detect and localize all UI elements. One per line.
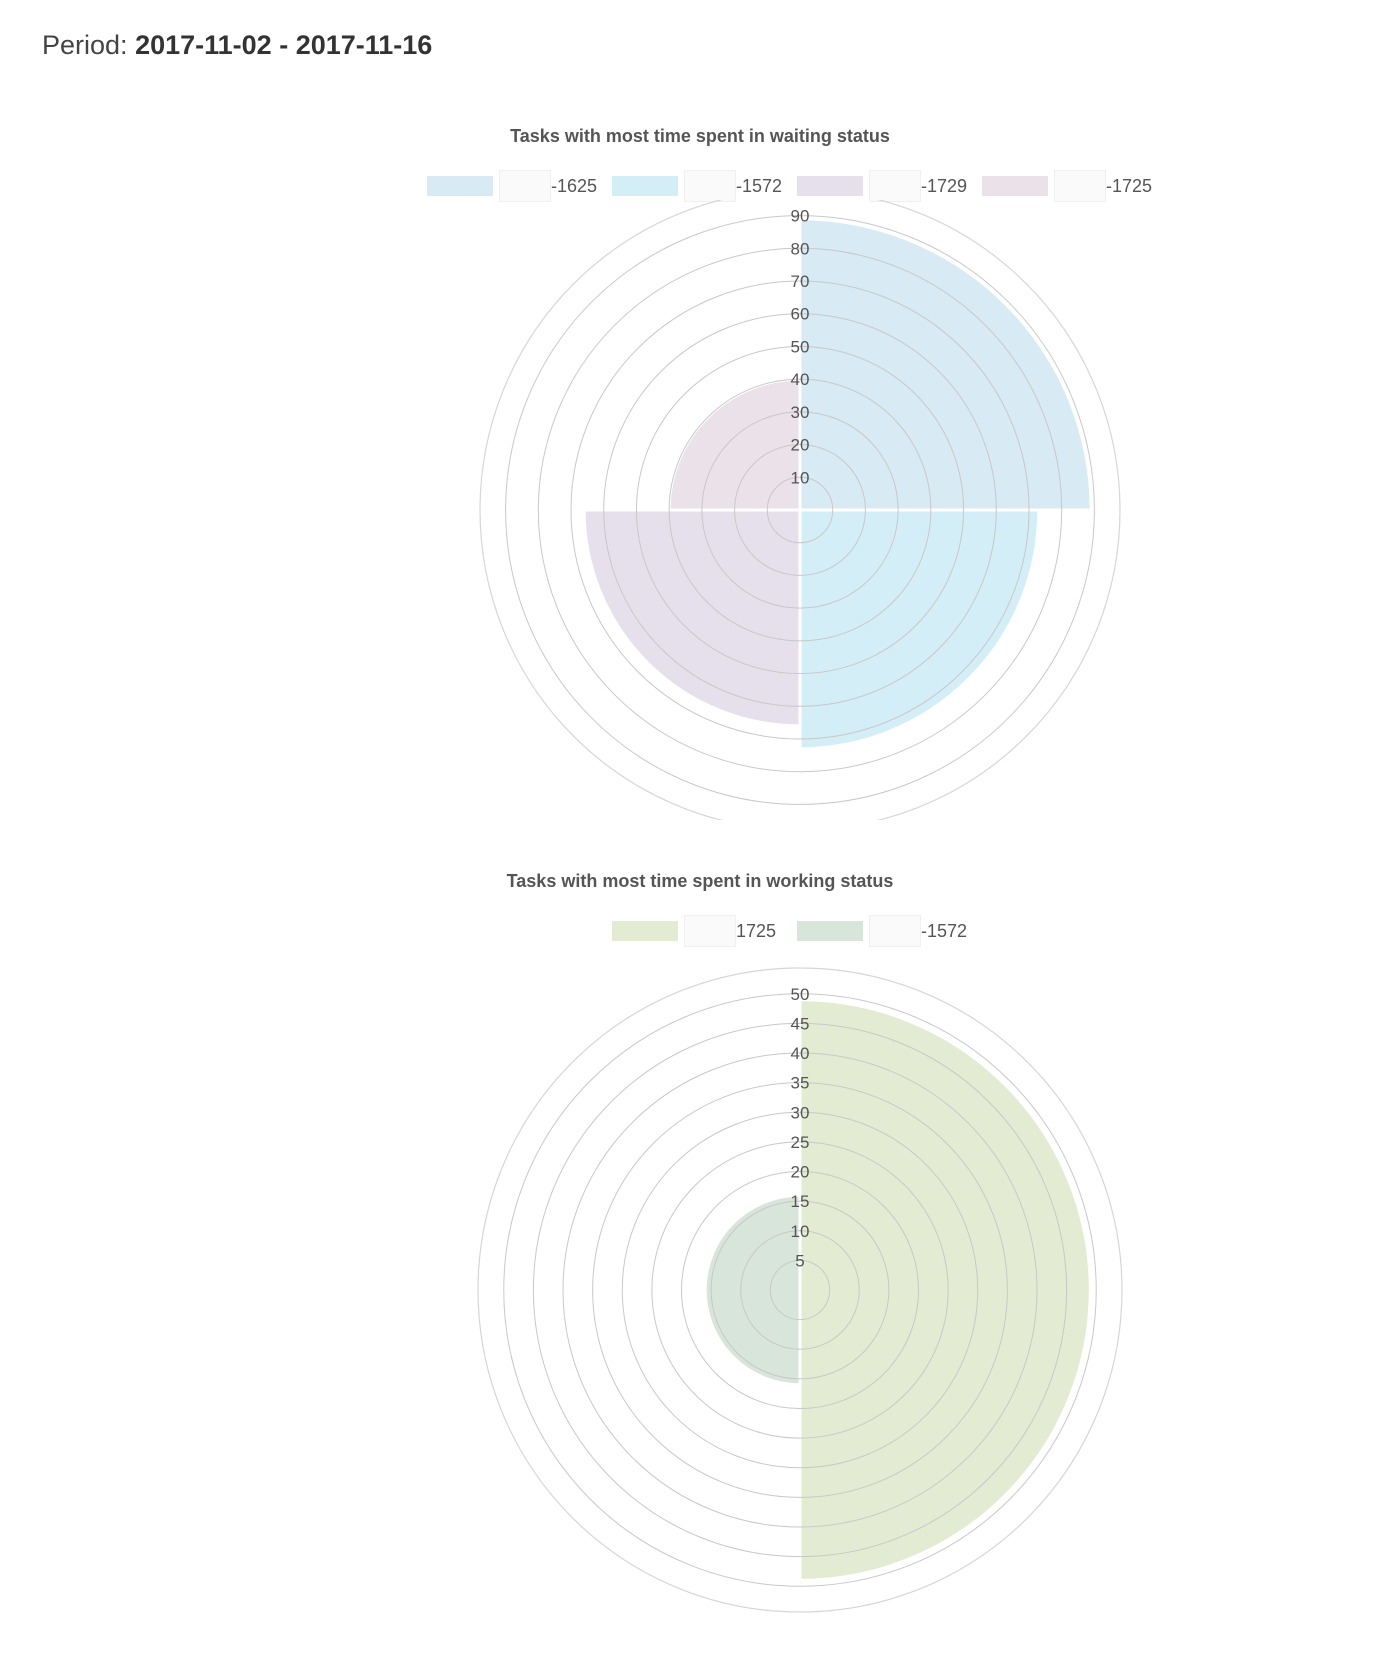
tick-label: 30 (791, 403, 810, 422)
period-label: Period: (42, 30, 128, 60)
chart-legend: 1725 -1572 (0, 915, 1400, 947)
grid-ring (734, 444, 866, 576)
grid-ring (635, 345, 965, 675)
legend-label: -1729 (921, 176, 968, 196)
tick-label: 60 (791, 305, 810, 324)
legend-swatch (797, 176, 863, 196)
tick-label: 10 (791, 468, 810, 487)
redacted-label-mask (684, 915, 736, 947)
polar-sector-3[interactable] (582, 508, 802, 728)
tick-label: 15 (791, 1192, 810, 1211)
legend-swatch (797, 921, 863, 941)
tick-label: 90 (791, 207, 810, 226)
tick-label: 5 (795, 1251, 804, 1270)
grid-ring (505, 215, 1095, 805)
grid-ring (537, 247, 1063, 773)
legend-swatch (612, 921, 678, 941)
redacted-label-mask (869, 170, 921, 202)
legend-swatch (427, 176, 493, 196)
tick-label: 45 (791, 1014, 810, 1033)
grid-ring (668, 378, 932, 642)
tick-label: 35 (791, 1074, 810, 1093)
polar-sector-1[interactable] (798, 998, 1092, 1582)
chart-title: Tasks with most time spent in working st… (506, 871, 894, 891)
tick-label: 50 (791, 337, 810, 356)
redacted-label-mask (499, 170, 551, 202)
polar-sector-2[interactable] (798, 508, 1041, 751)
tick-label: 25 (791, 1133, 810, 1152)
chart-legend: -1625 -1572 -1729 -1725 (0, 170, 1400, 202)
polar-sector-4[interactable] (667, 377, 802, 512)
chart-title: Tasks with most time spent in waiting st… (510, 126, 890, 146)
polar-area-chart: 5 10 15 20 25 30 35 40 45 50 (477, 967, 1123, 1613)
grid-ring (651, 1141, 949, 1439)
tick-label: 30 (791, 1103, 810, 1122)
grid-ring (681, 1171, 919, 1409)
legend-swatch (982, 176, 1048, 196)
grid-ring (503, 993, 1097, 1587)
legend-label: -1725 (1106, 176, 1153, 196)
tick-label: 70 (791, 272, 810, 291)
period-value: 2017-11-02 - 2017-11-16 (135, 30, 433, 60)
grid-ring (562, 1052, 1038, 1528)
grid-ring (603, 313, 997, 707)
grid-ring (592, 1082, 1008, 1498)
polar-area-chart: 10 20 30 40 50 60 70 80 90 (479, 200, 1121, 820)
tick-label: 10 (791, 1222, 810, 1241)
grid-ring (532, 1022, 1068, 1558)
legend-label: -1572 (736, 176, 783, 196)
polar-sector-2[interactable] (703, 1193, 802, 1387)
tick-label: 40 (791, 370, 810, 389)
grid-ring (710, 1200, 890, 1380)
legend-swatch (612, 176, 678, 196)
redacted-label-mask (684, 170, 736, 202)
tick-label: 80 (791, 239, 810, 258)
grid-ring (769, 1259, 831, 1321)
tick-label: 40 (791, 1044, 810, 1063)
tick-label: 50 (791, 985, 810, 1004)
redacted-label-mask (1054, 170, 1106, 202)
grid-ring (621, 1111, 979, 1469)
grid-ring (570, 280, 1030, 740)
legend-label: -1625 (551, 176, 598, 196)
period-heading: Period: 2017-11-02 - 2017-11-16 (42, 30, 432, 61)
legend-label: 1725 (736, 921, 777, 941)
grid-ring (701, 411, 899, 609)
legend-label: -1572 (921, 921, 968, 941)
grid-ring (766, 476, 834, 544)
redacted-label-mask (869, 915, 921, 947)
polar-sector-1[interactable] (798, 217, 1093, 512)
tick-label: 20 (791, 1163, 810, 1182)
grid-ring (740, 1230, 860, 1350)
tick-label: 20 (791, 436, 810, 455)
outer-ring (479, 200, 1121, 820)
outer-ring (477, 967, 1123, 1613)
